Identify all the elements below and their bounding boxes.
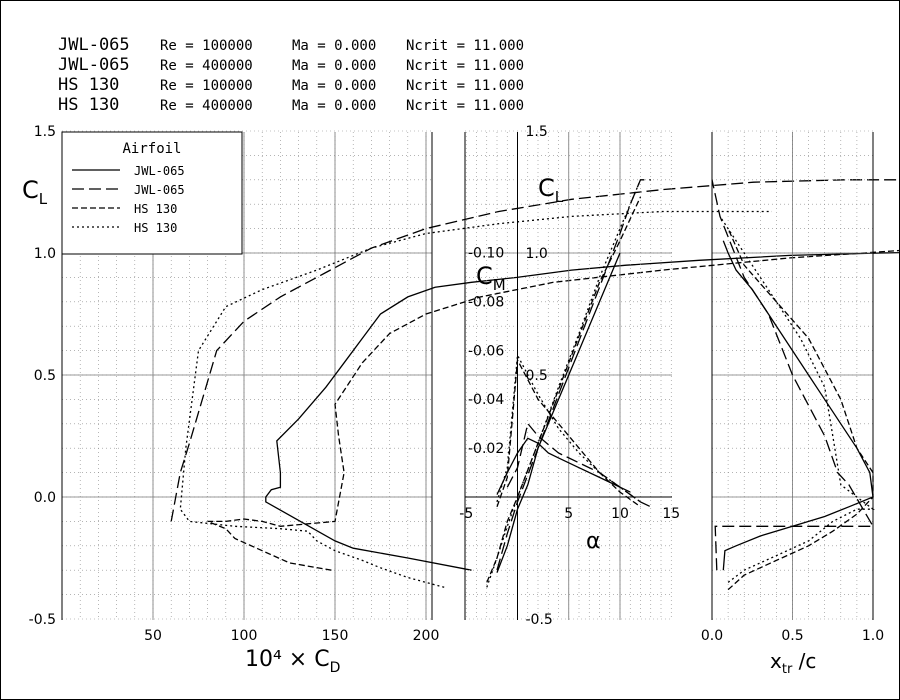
series-line — [179, 210, 772, 588]
tick-label: 0.0 — [34, 490, 56, 506]
tick-label: -0.10 — [468, 246, 504, 262]
legend-label: HS 130 — [134, 202, 177, 216]
header-ma: Ma = 0.000 — [292, 38, 376, 54]
tick-label: 150 — [322, 628, 349, 644]
header-airfoil: JWL-065 — [58, 55, 130, 75]
header-ncrit: Ncrit = 11.000 — [406, 38, 524, 54]
tick-label: 200 — [413, 628, 440, 644]
polar-panel: -0.5 0.0 0.5 1.0 1.5 50 100 150 200 CL 10⁴ × CD — [22, 124, 900, 676]
tick-label: 1.0 — [34, 246, 56, 262]
tick-label: -0.04 — [468, 392, 504, 408]
legend-title: Airfoil — [122, 141, 181, 157]
tick-label: 0.0 — [701, 628, 723, 644]
tick-label: -0.02 — [468, 441, 504, 457]
cl-alpha-line — [486, 196, 642, 583]
header-airfoil: HS 130 — [58, 95, 119, 115]
cm-alpha-line — [496, 352, 641, 503]
series-line — [170, 179, 900, 522]
header-ma: Ma = 0.000 — [292, 58, 376, 74]
legend-label: JWL-065 — [134, 183, 185, 197]
cm-label: CM — [476, 262, 506, 294]
tick-label: -0.5 — [29, 612, 56, 628]
tick-label: 0.5 — [526, 368, 548, 384]
tick-label: 1.5 — [526, 124, 548, 140]
header-re: Re = 400000 — [160, 58, 253, 74]
tick-label: 0.5 — [34, 368, 56, 384]
cl-alpha-line — [496, 179, 651, 571]
series-line — [207, 249, 900, 571]
transition-line — [711, 179, 875, 571]
header-airfoil: JWL-065 — [58, 35, 130, 55]
tick-label: 15 — [662, 506, 680, 522]
header-ma: Ma = 0.000 — [292, 98, 376, 114]
tick-label: 100 — [231, 628, 258, 644]
tick-label: -0.08 — [468, 294, 504, 310]
cm-alpha-line — [496, 357, 641, 508]
transition-panel: 0.0 0.5 1.0 xtr /c — [701, 130, 884, 677]
tick-label: -5 — [459, 506, 473, 522]
transition-xlabel: xtr /c — [770, 649, 816, 677]
legend: Airfoil JWL-065 JWL-065 HS 130 HS 130 — [61, 131, 243, 255]
header-ncrit: Ncrit = 11.000 — [406, 58, 524, 74]
series-line — [265, 251, 900, 571]
transition-line — [722, 240, 874, 571]
tick-label: 50 — [144, 628, 162, 644]
tick-label: 0.5 — [781, 628, 803, 644]
transition-line — [727, 228, 874, 591]
tick-label: 1.0 — [862, 628, 884, 644]
tick-label: 1.5 — [34, 124, 56, 140]
cm-alpha-line — [496, 437, 631, 495]
alpha-label: α — [586, 529, 601, 554]
tick-label: 5 — [564, 506, 573, 522]
polar-xlabel: 10⁴ × CD — [245, 647, 340, 676]
header-re: Re = 100000 — [160, 78, 253, 94]
header-airfoil: HS 130 — [58, 75, 119, 95]
header-row: JWL-065 Re = 400000 Ma = 0.000 Ncrit = 11.0… — [58, 55, 524, 75]
lift-curve-panel: -0.5 0.5 1.0 1.5 -0.10 -0.08 -0.06 -0.04 -0.02 -5… — [459, 124, 680, 628]
header-re: Re = 100000 — [160, 38, 253, 54]
tick-label: -0.5 — [526, 612, 553, 628]
header-re: Re = 400000 — [160, 98, 253, 114]
polar-ylabel: CL — [22, 176, 48, 208]
cl-alpha-label: CL — [538, 174, 564, 206]
tick-label: -0.06 — [468, 343, 504, 359]
legend-label: HS 130 — [134, 221, 177, 235]
header-row: JWL-065 Re = 100000 Ma = 0.000 Ncrit = 11.0… — [58, 35, 524, 55]
header-ma: Ma = 0.000 — [292, 78, 376, 94]
header-ncrit: Ncrit = 11.000 — [406, 98, 524, 114]
legend-box — [61, 131, 243, 255]
tick-label: 10 — [611, 506, 629, 522]
header-row: HS 130 Re = 400000 Ma = 0.000 Ncrit = 11.00… — [58, 95, 524, 115]
cl-alpha-line — [486, 179, 642, 588]
tick-label: 1.0 — [526, 246, 548, 262]
legend-label: JWL-065 — [134, 164, 185, 178]
run-header: JWL-065 Re = 100000 Ma = 0.000 Ncrit = 11.0… — [58, 35, 524, 115]
transition-line — [719, 216, 875, 583]
header-row: HS 130 Re = 100000 Ma = 0.000 Ncrit = 11.00… — [58, 75, 524, 95]
header-ncrit: Ncrit = 11.000 — [406, 78, 524, 94]
